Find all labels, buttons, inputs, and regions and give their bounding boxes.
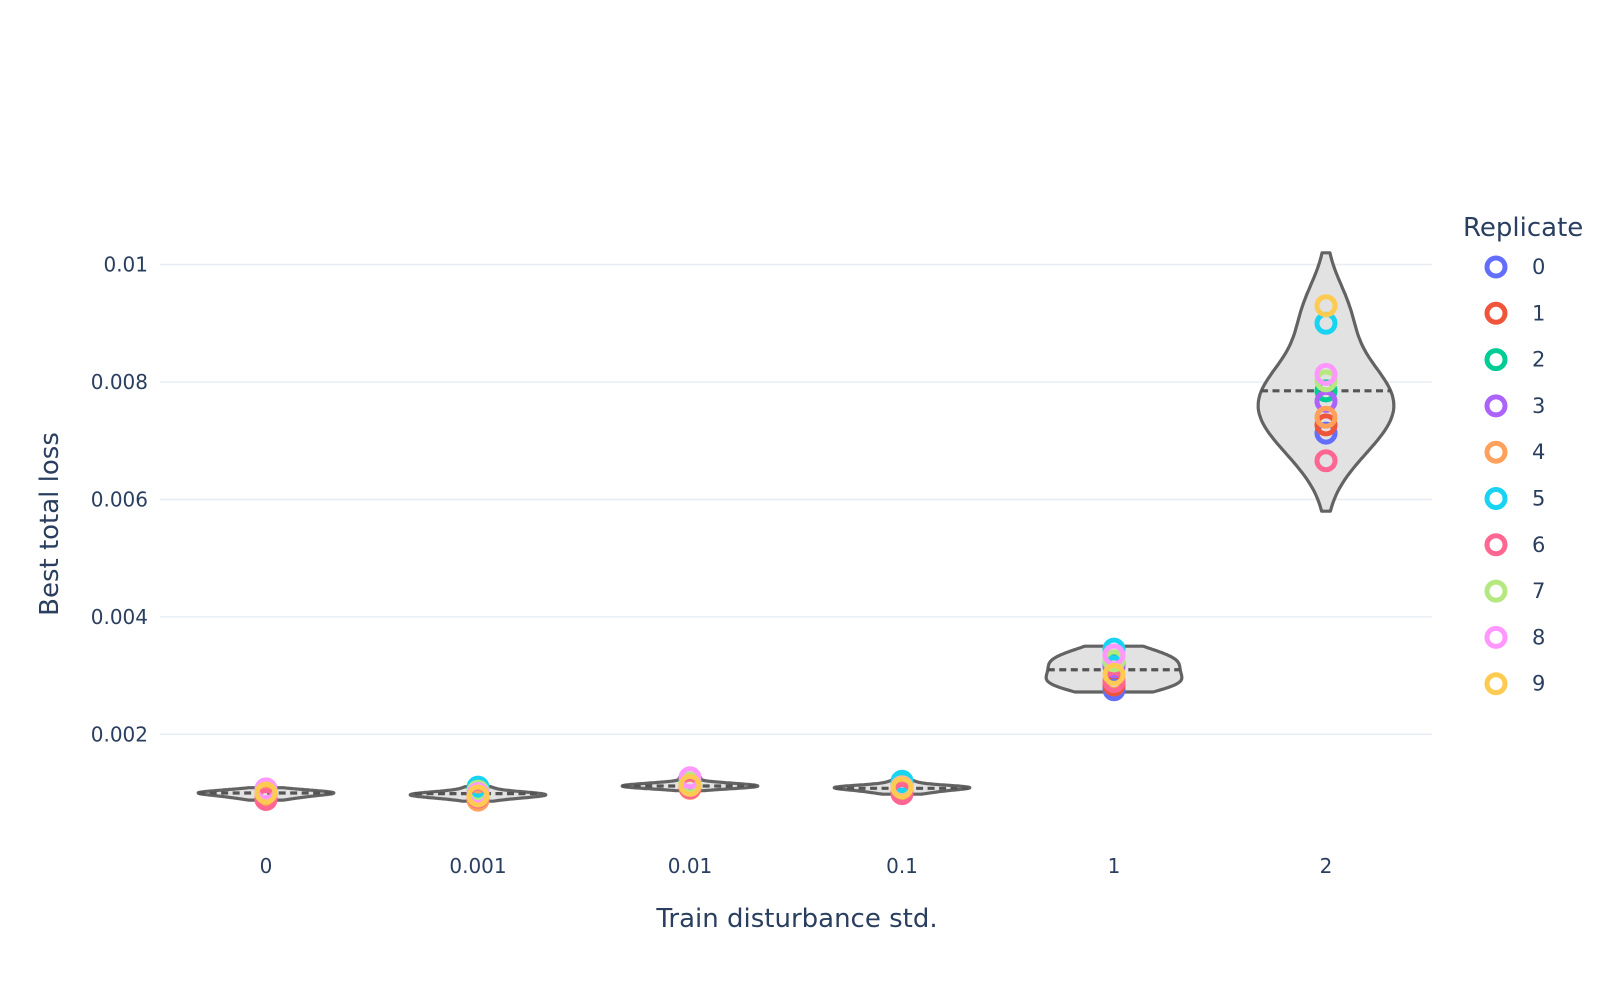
legend-items[interactable]: 0 1 2 3 4 5 6 7 8 9 [1487,255,1545,696]
violins [198,253,1394,801]
legend-item-8[interactable]: 8 [1487,625,1545,649]
legend-label: 4 [1532,440,1545,464]
data-point-replicate-9[interactable] [257,784,275,802]
data-point-replicate-9[interactable] [681,776,699,794]
data-points [257,297,1335,809]
y-axis-ticks: 0.002 0.004 0.006 0.008 0.01 [91,253,148,747]
legend-marker [1487,443,1505,461]
data-point-replicate-9[interactable] [1105,665,1123,683]
legend-marker [1487,628,1505,646]
x-tick-label: 2 [1320,854,1333,878]
legend-marker [1487,675,1505,693]
legend-marker [1487,536,1505,554]
y-tick-label: 0.01 [103,253,148,277]
data-point-replicate-9[interactable] [1317,297,1335,315]
legend-item-9[interactable]: 9 [1487,672,1545,696]
legend-label: 6 [1532,533,1545,557]
data-point-replicate-9[interactable] [469,787,487,805]
legend-label: 1 [1532,301,1545,325]
legend-item-2[interactable]: 2 [1487,348,1545,372]
legend-label: 8 [1532,625,1545,649]
legend-marker [1487,490,1505,508]
legend-title: Replicate [1463,213,1583,243]
grid-lines [160,265,1432,735]
y-tick-label: 0.006 [91,487,148,511]
data-point-replicate-9[interactable] [893,779,911,797]
y-axis-title: Best total loss [35,432,65,616]
y-tick-label: 0.008 [91,370,148,394]
legend-item-4[interactable]: 4 [1487,440,1545,464]
legend-label: 3 [1532,394,1545,418]
legend-item-6[interactable]: 6 [1487,533,1545,557]
data-point-replicate-4[interactable] [1317,408,1335,426]
legend-item-3[interactable]: 3 [1487,394,1545,418]
legend-label: 0 [1532,255,1545,279]
x-axis-ticks: 0 0.001 0.01 0.1 1 2 [260,854,1333,878]
data-point-replicate-6[interactable] [1317,452,1335,470]
legend-item-0[interactable]: 0 [1487,255,1545,279]
legend-label: 7 [1532,579,1545,603]
legend-label: 5 [1532,487,1545,511]
y-tick-label: 0.002 [91,722,148,746]
data-point-replicate-8[interactable] [1317,365,1335,383]
legend-label: 2 [1532,348,1545,372]
x-tick-label: 0.1 [886,854,918,878]
legend-item-1[interactable]: 1 [1487,301,1545,325]
legend[interactable]: Replicate 0 1 2 3 4 5 6 7 8 9 [1463,213,1583,696]
y-tick-label: 0.004 [91,605,148,629]
x-tick-label: 0 [260,854,273,878]
x-axis-title: Train disturbance std. [655,904,937,934]
legend-marker [1487,582,1505,600]
legend-marker [1487,258,1505,276]
data-point-replicate-8[interactable] [1105,646,1123,664]
legend-marker [1487,351,1505,369]
x-tick-label: 0.01 [668,854,713,878]
x-tick-label: 1 [1108,854,1121,878]
legend-marker [1487,304,1505,322]
legend-label: 9 [1532,672,1545,696]
x-tick-label: 0.001 [449,854,506,878]
legend-item-5[interactable]: 5 [1487,487,1545,511]
legend-item-7[interactable]: 7 [1487,579,1545,603]
legend-marker [1487,397,1505,415]
